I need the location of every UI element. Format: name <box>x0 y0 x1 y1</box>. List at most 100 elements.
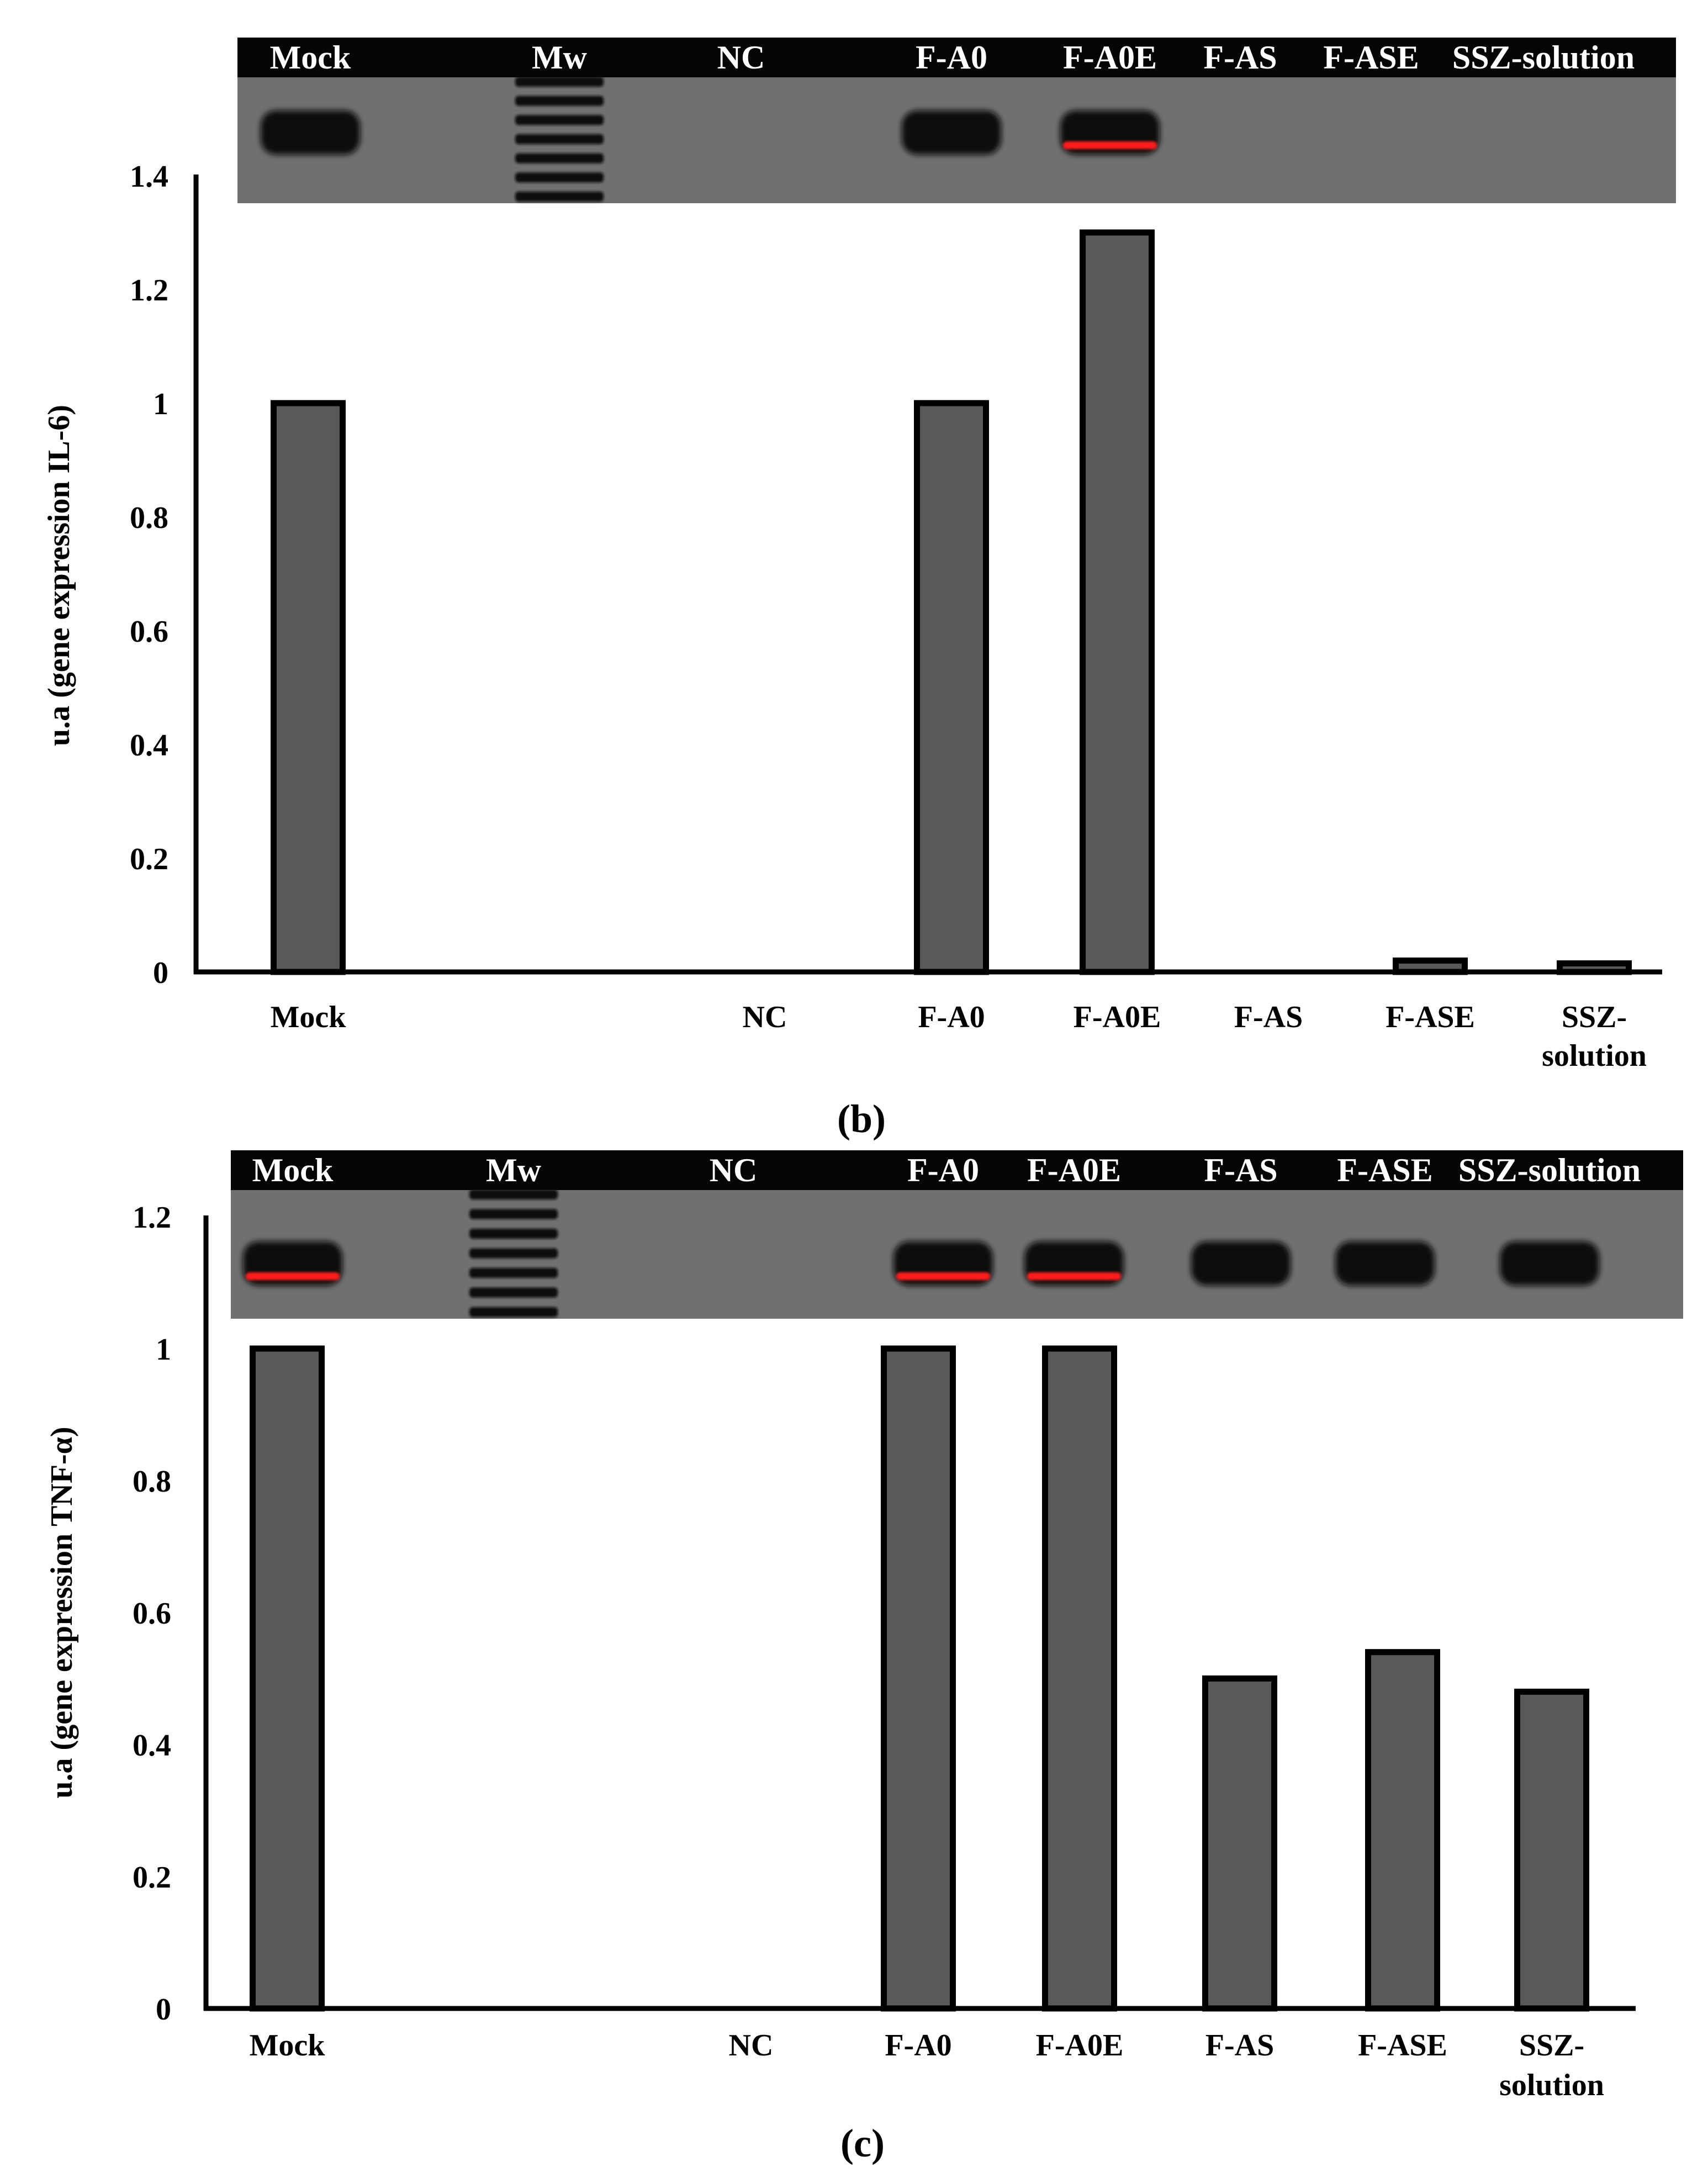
bar-mock <box>271 400 346 975</box>
gel-lane-label: NC <box>710 1152 758 1188</box>
gel-header-strip <box>231 1150 1683 1190</box>
gel-band <box>1024 1241 1124 1286</box>
gel-lane-label: Mock <box>252 1152 334 1188</box>
gel-lane-label: F-ASE <box>1337 1152 1432 1188</box>
gel-band <box>902 110 1001 155</box>
gel-ladder-band <box>515 172 604 183</box>
gel-band-saturation <box>1027 1272 1121 1280</box>
gel-ladder-band <box>515 153 604 163</box>
x-tick-label: F-AS <box>1234 1000 1303 1034</box>
gel-header-strip <box>237 38 1676 77</box>
y-tick-label: 0.8 <box>130 501 168 535</box>
x-tick-label: F-ASE <box>1386 1000 1475 1034</box>
gel-lane-label: F-AS <box>1203 39 1277 76</box>
gel-lane-label: F-A0 <box>916 39 987 76</box>
x-tick-label: solution <box>1499 2068 1604 2102</box>
x-tick-label: SSZ- <box>1562 1000 1627 1034</box>
x-tick-label: SSZ- <box>1519 2028 1584 2063</box>
bar-f-as <box>1202 1675 1277 2012</box>
bar-ssz-solution <box>1514 1688 1589 2012</box>
gel-band-body <box>1335 1241 1435 1286</box>
gel-ladder-band <box>469 1229 558 1239</box>
panel-c-gel-image: Mock Mw NC F-A0 F-A0E F-AS F-ASE SSZ-solution <box>231 1150 1683 1319</box>
panel-c-x-tick-labels: Mock NC F-A0 F-A0E F-AS F-ASE SSZ-solution <box>250 2028 1604 2102</box>
y-tick-label: 0.2 <box>130 842 168 876</box>
gel-ladder-band <box>469 1190 558 1199</box>
x-tick-label: F-A0E <box>1074 1000 1161 1034</box>
gel-lane-label: F-A0E <box>1027 1152 1121 1188</box>
y-tick-label: 0.4 <box>133 1728 171 1763</box>
x-tick-label: F-A0E <box>1036 2028 1124 2063</box>
bar-mock <box>250 1345 325 2012</box>
gel-band <box>261 110 360 155</box>
gel-band <box>893 1241 993 1286</box>
gel-ladder-band <box>469 1268 558 1278</box>
panel-b-x-tick-labels: Mock NC F-A0 F-A0E F-AS F-ASE SSZ-solution <box>271 1000 1647 1073</box>
gel-band <box>1191 1241 1291 1286</box>
x-tick-label: NC <box>729 2028 774 2063</box>
gel-ladder-band <box>515 77 604 87</box>
gel-ladder-band <box>515 134 604 144</box>
y-tick-label: 0.2 <box>133 1860 171 1895</box>
gel-band-saturation <box>246 1272 340 1280</box>
gel-lane-label: SSZ-solution <box>1458 1152 1641 1188</box>
gel-ladder-band <box>515 192 604 202</box>
y-tick-label: 1 <box>153 387 168 421</box>
y-tick-label: 1.4 <box>130 160 168 194</box>
gel-ladder-band <box>469 1307 558 1317</box>
x-tick-label: F-A0 <box>885 2028 951 2063</box>
gel-ladder-band <box>469 1248 558 1259</box>
gel-band <box>1500 1241 1599 1286</box>
gel-band <box>243 1241 342 1286</box>
bar-f-a0e <box>1042 1345 1117 2012</box>
panel-b-y-axis-label: u.a (gene expression IL-6) <box>42 405 76 746</box>
gel-ladder-band <box>469 1209 558 1219</box>
panel-c-y-axis-label: u.a (gene expression TNF-α) <box>45 1426 79 1798</box>
gel-lane-label: F-AS <box>1204 1152 1277 1188</box>
panel-c-y-tick-labels: 0 0.2 0.4 0.6 0.8 1 1.2 <box>133 1201 171 2027</box>
x-tick-label: F-A0 <box>918 1000 985 1034</box>
y-tick-label: 1 <box>156 1333 171 1367</box>
gel-lane-label: F-ASE <box>1323 39 1419 76</box>
x-tick-label: F-ASE <box>1358 2028 1447 2063</box>
panel-b-bars <box>271 229 1632 975</box>
y-tick-label: 0.8 <box>133 1465 171 1499</box>
bar-f-a0 <box>914 400 989 975</box>
y-tick-label: 0 <box>153 956 168 990</box>
gel-lane-label: F-A0 <box>907 1152 979 1188</box>
y-tick-label: 1.2 <box>130 273 168 308</box>
gel-band-body <box>261 110 360 155</box>
y-tick-label: 0.4 <box>130 728 168 763</box>
panel-c-tnf-chart: Mock Mw NC F-A0 F-A0E F-AS F-ASE SSZ-solution 0… <box>45 1150 1683 2165</box>
panel-c-label: (c) <box>840 2121 885 2165</box>
gel-lane-label: F-A0E <box>1063 39 1157 76</box>
gel-ladder-band <box>515 96 604 106</box>
gel-band-saturation <box>896 1272 990 1280</box>
gel-band <box>1060 110 1160 155</box>
gel-ladder-band <box>515 115 604 125</box>
x-tick-label: NC <box>743 1000 787 1034</box>
panel-b-y-tick-labels: 0 0.2 0.4 0.6 0.8 1 1.2 1.4 <box>130 160 168 990</box>
bar-f-a0 <box>881 1345 956 2012</box>
gel-band-body <box>1500 1241 1599 1286</box>
x-tick-label: Mock <box>271 1000 347 1034</box>
gel-ladder-band <box>469 1287 558 1298</box>
gel-lane-label: NC <box>717 39 765 76</box>
bar-f-a0e <box>1080 229 1155 975</box>
panel-b-label: (b) <box>837 1097 886 1141</box>
gel-band <box>1335 1241 1435 1286</box>
x-tick-label: solution <box>1542 1039 1647 1073</box>
x-tick-label: F-AS <box>1205 2028 1274 2063</box>
panel-b-gel-image: Mock Mw NC F-A0 F-A0E F-AS F-ASE SSZ-solution <box>237 38 1676 203</box>
gel-lane-label: Mw <box>532 39 588 76</box>
gel-lane-label: SSZ-solution <box>1452 39 1635 76</box>
y-tick-label: 0 <box>156 1992 171 2027</box>
gel-ladder-mw <box>515 77 604 202</box>
bar-f-ase <box>1365 1649 1440 2012</box>
gel-lane-label: Mock <box>270 39 351 76</box>
gel-lane-label: Mw <box>486 1152 542 1188</box>
gel-band-body <box>1191 1241 1291 1286</box>
panel-b-il6-chart: Mock Mw NC F-A0 F-A0E F-AS F-ASE SSZ-solution 0… <box>42 38 1676 1141</box>
y-tick-label: 1.2 <box>133 1201 171 1235</box>
